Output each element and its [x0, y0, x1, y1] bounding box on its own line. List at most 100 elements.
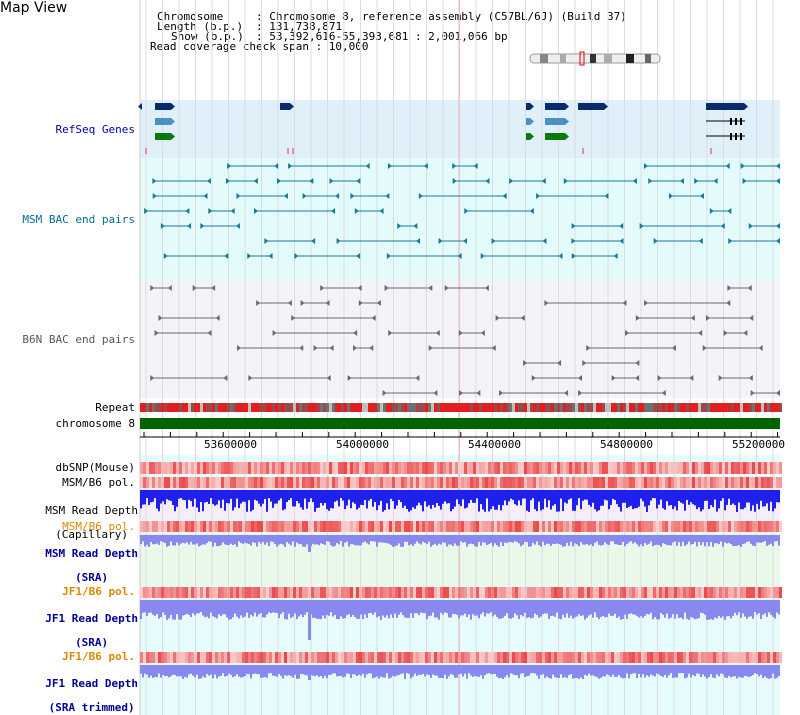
track-label-msm-depth-capillary[interactable]: MSM Read Depth (Capillary)	[32, 493, 138, 541]
depth-bar	[698, 600, 700, 619]
depth-bar	[568, 665, 570, 676]
depth-bar	[160, 490, 162, 504]
repeat-segment	[215, 403, 218, 412]
pol-cell	[581, 477, 584, 488]
depth-bar	[288, 600, 290, 614]
pol-cell	[779, 587, 782, 598]
pol-cell	[500, 462, 503, 474]
depth-bar	[244, 535, 246, 543]
pol-cell	[374, 587, 377, 598]
depth-bar	[216, 535, 218, 547]
repeat-segment	[539, 403, 542, 412]
pol-cell	[248, 521, 251, 532]
track-label-b6n-bac[interactable]: B6N BAC end pairs	[22, 333, 135, 346]
track-label-msm-b6-pol-1[interactable]: MSM/B6 pol.	[62, 476, 135, 489]
depth-bar	[286, 535, 288, 543]
repeat-segment	[638, 403, 641, 412]
depth-bar	[778, 535, 780, 546]
pol-cell	[194, 521, 197, 532]
track-label-jf1-depth-trimmed[interactable]: JF1 Read Depth (SRA trimmed)	[32, 666, 138, 714]
depth-bar	[682, 665, 684, 674]
pol-cell	[497, 521, 500, 532]
pol-cell	[242, 462, 245, 474]
pol-cell	[296, 652, 299, 663]
depth-bar	[774, 490, 776, 509]
depth-bar	[610, 600, 612, 616]
depth-bar	[282, 665, 284, 679]
track-label-jf1-b6-pol-1[interactable]: JF1/B6 pol.	[62, 585, 135, 598]
track-label-jf1-depth-sra[interactable]: JF1 Read Depth (SRA)	[32, 601, 138, 649]
msm-bac-end-arrow	[491, 238, 496, 244]
repeat-segment	[422, 403, 425, 412]
pol-cell	[224, 521, 227, 532]
depth-bar	[298, 535, 300, 545]
depth-bar	[536, 600, 538, 615]
depth-bar	[166, 535, 168, 547]
depth-bar	[566, 665, 568, 678]
depth-bar	[232, 600, 234, 618]
track-label-repeat[interactable]: Repeat	[95, 401, 135, 414]
pol-cell	[551, 587, 554, 598]
pol-cell	[293, 462, 296, 474]
track-label-msm-bac[interactable]: MSM BAC end pairs	[22, 213, 135, 226]
pol-cell	[506, 652, 509, 663]
pol-cell	[758, 652, 761, 663]
pol-cell	[155, 587, 158, 598]
depth-bar	[686, 535, 688, 545]
pol-cell	[353, 587, 356, 598]
depth-bar	[730, 600, 732, 619]
pol-cell	[599, 477, 602, 488]
repeat-segment	[329, 403, 332, 412]
depth-bar	[180, 490, 182, 499]
b6n-bac-end-arrow	[444, 285, 449, 291]
depth-bar	[210, 490, 212, 499]
pol-cell	[644, 462, 647, 474]
pol-cell	[308, 477, 311, 488]
pol-cell	[263, 652, 266, 663]
pol-cell	[290, 462, 293, 474]
pol-cell	[329, 477, 332, 488]
pol-cell	[548, 477, 551, 488]
depth-bar	[520, 490, 522, 506]
track-label-msm-depth-sra[interactable]: MSM Read Depth (SRA)	[32, 536, 138, 584]
depth-bar	[748, 665, 750, 677]
depth-bar	[520, 665, 522, 674]
b6n-bac-end-arrow	[248, 375, 253, 381]
depth-bar	[336, 490, 338, 501]
track-label-refseq[interactable]: RefSeq Genes	[55, 123, 135, 136]
pol-cell	[383, 652, 386, 663]
repeat-segment	[311, 403, 314, 412]
pol-cell	[419, 462, 422, 474]
depth-bar	[260, 535, 262, 544]
pol-cell	[326, 462, 329, 474]
pol-cell	[566, 477, 569, 488]
track-label-dbsnp[interactable]: dbSNP(Mouse)	[55, 461, 135, 474]
depth-bar	[400, 490, 402, 503]
depth-bar	[356, 600, 358, 619]
depth-bar	[368, 600, 370, 614]
pol-cell	[524, 587, 527, 598]
track-label-msm-b6-pol-2[interactable]: MSM/B6 pol.	[62, 520, 135, 533]
pol-cell	[362, 652, 365, 663]
depth-bar	[474, 665, 476, 676]
b6n-bac-end-arrow	[586, 345, 591, 351]
depth-bar	[634, 665, 636, 674]
pol-cell	[743, 652, 746, 663]
pol-cell	[512, 587, 515, 598]
chromosome-ideogram[interactable]	[530, 53, 660, 63]
track-label-jf1-b6-pol-2[interactable]: JF1/B6 pol.	[62, 650, 135, 663]
depth-bar	[576, 535, 578, 545]
depth-bar	[212, 535, 214, 547]
b6n-bac-end-arrow	[480, 330, 485, 336]
depth-bar	[188, 490, 190, 500]
msm-bac-end-arrow	[728, 238, 733, 244]
depth-bar	[268, 600, 270, 613]
depth-bar	[302, 535, 304, 547]
pol-cell	[242, 652, 245, 663]
repeat-segment	[440, 403, 443, 412]
pol-cell	[683, 462, 686, 474]
depth-bar	[194, 490, 196, 499]
repeat-segment	[350, 403, 353, 412]
pol-cell	[671, 652, 674, 663]
